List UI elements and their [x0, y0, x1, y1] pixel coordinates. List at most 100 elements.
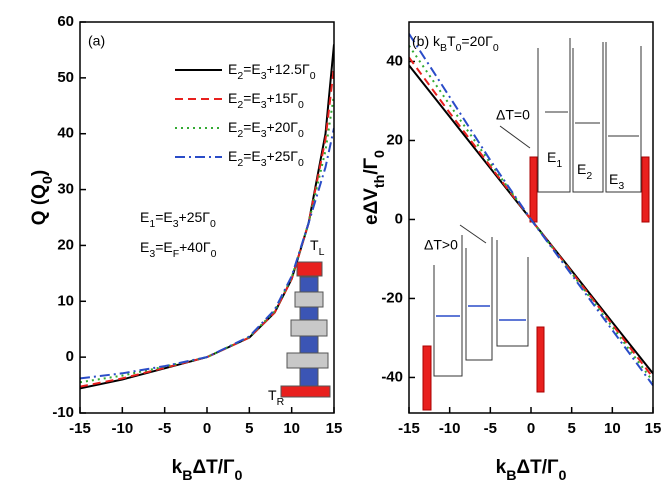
annotation-part: =E: [155, 209, 173, 225]
annotation-sub: R: [277, 396, 285, 408]
legend-label-part: E: [228, 148, 237, 164]
legend-label-sub: 0: [298, 157, 304, 169]
annotation: E1=E3+25Γ0: [140, 209, 216, 230]
legend-label-part: =E: [243, 61, 261, 77]
annotation-part: T: [310, 237, 319, 253]
x-tick-label: -5: [484, 420, 497, 437]
y-tick-label: 30: [57, 181, 74, 198]
y-tick-label: 40: [57, 125, 74, 142]
annotation-sub: 1: [556, 158, 562, 170]
x-tick-label: -10: [439, 420, 461, 437]
annotation: (a): [88, 33, 105, 49]
series-line: [80, 66, 334, 388]
y-tick-label: 20: [57, 236, 74, 253]
x-tick-label: -15: [69, 420, 91, 437]
legend-label: E2=E3+15Γ0: [228, 90, 304, 111]
legend-label-sub: 0: [298, 128, 304, 140]
annotation-sub: F: [173, 248, 179, 260]
annotation-sub: 0: [211, 248, 217, 260]
legend-label-sub: 2: [237, 157, 243, 169]
legend-label: E2=E3+20Γ0: [228, 119, 304, 140]
legend-label-sub: 3: [261, 128, 267, 140]
x-tick-label: 0: [527, 420, 535, 437]
y-tick-label: 40: [386, 52, 403, 69]
annotation-sub: 0: [210, 218, 216, 230]
y-axis-label-part: Q (Q: [29, 184, 50, 225]
annotation-part: +40Γ: [179, 239, 211, 255]
plot-frame: [408, 21, 654, 414]
legend-label-part: =E: [243, 119, 261, 135]
annotation: (b) kBT0=20Γ0: [412, 33, 499, 54]
annotation-sub: 2: [586, 170, 592, 182]
legend-label: E2=E3+25Γ0: [228, 148, 304, 169]
annotation-part: =20Γ: [461, 33, 493, 49]
y-tick-label: -20: [381, 289, 403, 306]
x-axis-label-part: k: [172, 457, 183, 478]
x-tick-label: 15: [645, 420, 662, 437]
annotation-part: T: [268, 387, 277, 403]
annotation-part: T: [447, 33, 456, 49]
legend-label-part: E: [228, 61, 237, 77]
x-axis-label-part: ΔT/Γ: [192, 457, 235, 478]
y-axis-label-part: eΔV: [361, 188, 382, 225]
inset-b: [422, 38, 650, 411]
annotation-part: E: [609, 171, 618, 187]
y-tick-label: 20: [386, 131, 403, 148]
annotation: E3=EF+40Γ0: [140, 239, 217, 260]
y-tick-label: 0: [395, 210, 403, 227]
legend-label-sub: 2: [237, 70, 243, 82]
annotation-sub: 0: [493, 42, 499, 54]
annotation-part: E: [140, 209, 149, 225]
annotation-part: E: [547, 149, 556, 165]
legend-label-sub: 0: [298, 99, 304, 111]
legend-label-part: +12.5Γ: [267, 61, 310, 77]
x-tick-label: -10: [111, 420, 133, 437]
y-tick-label: 0: [66, 348, 74, 365]
legend-label-sub: 2: [237, 128, 243, 140]
series-line: [409, 33, 653, 386]
annotation-sub: L: [319, 246, 325, 258]
y-tick-label: 10: [57, 292, 74, 309]
x-tick-label: 0: [203, 420, 211, 437]
legend-label-sub: 3: [261, 157, 267, 169]
annotation-part: (b) k: [412, 33, 441, 49]
x-axis-label: kBΔT/Γ0: [172, 457, 243, 484]
annotation-sub: 3: [618, 180, 624, 192]
y-tick-label: -40: [381, 368, 403, 385]
legend-label-part: E: [228, 119, 237, 135]
y-axis-label-sub: 0: [372, 150, 388, 158]
y-tick-label: 60: [57, 13, 74, 30]
x-axis-label-sub: 0: [234, 468, 242, 484]
x-tick-label: -15: [398, 420, 420, 437]
y-tick-label: -10: [52, 404, 74, 421]
annotation: E2: [577, 161, 592, 182]
annotation-sub: 1: [149, 218, 155, 230]
x-tick-label: 5: [567, 420, 575, 437]
annotation-sub: 0: [456, 42, 462, 54]
y-axis-label-sub: th: [372, 175, 388, 188]
legend-label-part: =E: [243, 90, 261, 106]
y-axis-label-part: ): [29, 170, 50, 176]
legend-label-sub: 2: [237, 99, 243, 111]
x-tick-label: 10: [604, 420, 621, 437]
annotation: E1: [547, 149, 562, 170]
annotation: TL: [310, 237, 325, 258]
series-line: [80, 127, 334, 380]
y-tick-label: 50: [57, 69, 74, 86]
annotation-part: +25Γ: [179, 209, 211, 225]
x-tick-label: 10: [283, 420, 300, 437]
plot-frame: [79, 21, 335, 414]
y-axis-label: Q (Q0): [29, 170, 56, 225]
x-axis-label: kBΔT/Γ0: [496, 457, 567, 484]
annotation-sub: 3: [149, 248, 155, 260]
y-axis-label: eΔVth/Γ0: [361, 150, 388, 225]
annotation: TR: [268, 387, 285, 408]
annotation-part: E: [140, 239, 149, 255]
legend-label-part: E: [228, 90, 237, 106]
annotation: ΔT=0: [496, 107, 530, 123]
annotation: E3: [609, 171, 624, 192]
legend-label-sub: 3: [261, 99, 267, 111]
inset-a: [280, 261, 331, 398]
legend-label: E2=E3+12.5Γ0: [228, 61, 316, 82]
